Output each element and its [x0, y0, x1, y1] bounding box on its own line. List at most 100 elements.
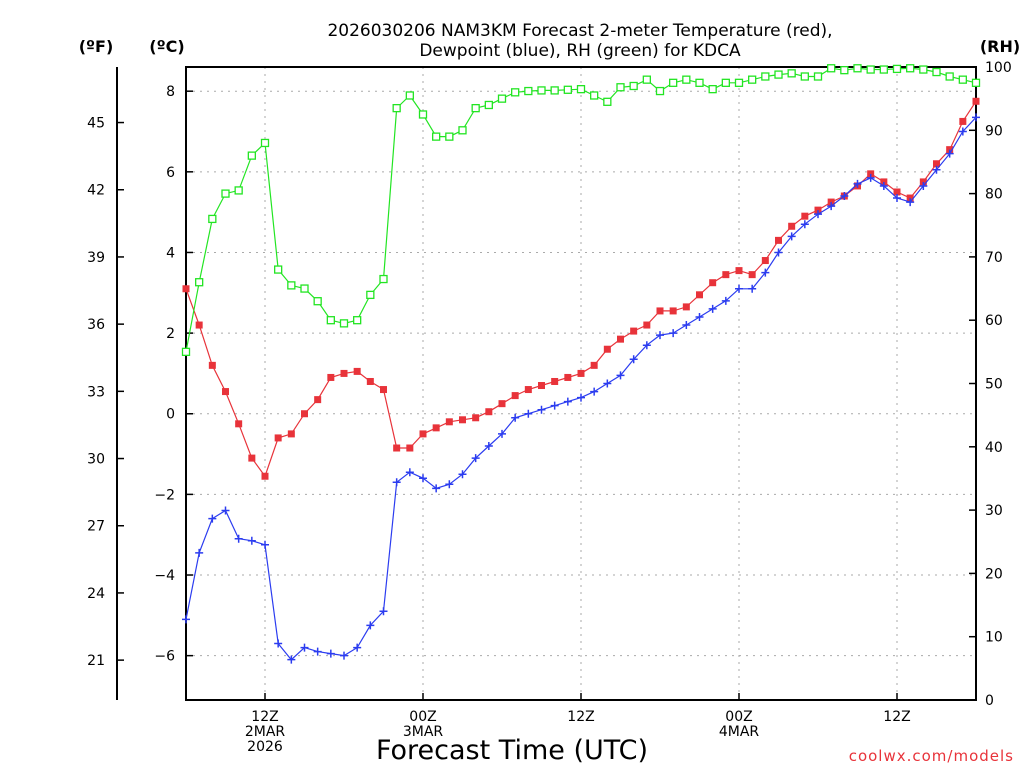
dewpoint-point — [669, 329, 678, 338]
rh-point — [840, 66, 849, 75]
fahrenheit-tick-label: 21 — [87, 653, 105, 669]
dewpoint-point — [313, 647, 322, 656]
rh-point — [616, 83, 625, 92]
dewpoint-point — [524, 409, 533, 418]
temperature-point — [208, 361, 216, 369]
dewpoint-point — [300, 643, 309, 652]
fahrenheit-tick-label: 39 — [87, 250, 105, 266]
temperature-point — [827, 198, 835, 206]
dewpoint-point — [787, 232, 796, 241]
dewpoint-point — [537, 405, 546, 414]
temperature-point — [380, 386, 387, 394]
fahrenheit-unit-label: (ºF) — [79, 37, 114, 56]
temperature-point — [669, 307, 677, 315]
dewpoint-point — [379, 607, 388, 616]
rh-point — [418, 110, 428, 119]
temperature-point — [366, 377, 374, 385]
rh-point — [339, 319, 349, 328]
rh-point — [497, 94, 507, 103]
time-tick-label: 00Z — [409, 709, 436, 725]
rh-tick-label: 50 — [985, 377, 1003, 393]
dewpoint-point — [550, 401, 559, 410]
temperature-point — [801, 212, 809, 220]
dewpoint-point — [326, 649, 335, 658]
rh-point — [511, 88, 520, 97]
celsius-tick-label: −6 — [154, 649, 175, 665]
rh-point — [445, 132, 454, 141]
dewpoint-point — [247, 536, 256, 545]
rh-point — [721, 78, 730, 87]
temperature-point — [551, 377, 559, 385]
rh-point — [655, 86, 665, 96]
temperature-point — [933, 160, 940, 168]
rh-point — [524, 86, 533, 96]
temperature-point — [722, 271, 730, 279]
time-tick-label: 3MAR — [403, 724, 444, 740]
temperature-point — [867, 170, 875, 178]
dewpoint-point — [511, 413, 520, 422]
dewpoint-point — [577, 393, 585, 402]
dewpoint-point — [721, 296, 730, 305]
fahrenheit-tick-label: 45 — [87, 116, 105, 132]
dewpoint-point — [392, 478, 401, 487]
rh-point — [669, 78, 678, 87]
time-tick-label: 00Z — [725, 709, 752, 725]
dewpoint-point — [708, 304, 717, 313]
rh-point — [919, 65, 928, 74]
rh-point — [879, 65, 888, 74]
rh-point — [813, 72, 823, 81]
celsius-tick-label: −4 — [154, 568, 175, 584]
temperature-point — [248, 454, 256, 462]
rh-point — [181, 347, 191, 357]
rh-tick-label: 40 — [985, 440, 1003, 456]
rh-point — [761, 72, 770, 81]
rh-point — [392, 103, 401, 113]
celsius-tick-label: 0 — [166, 407, 175, 423]
temperature-point — [472, 414, 480, 422]
temperature-point — [709, 279, 717, 287]
rh-point — [971, 78, 981, 87]
dewpoint-point — [919, 181, 928, 190]
dewpoint-point — [471, 454, 480, 463]
dewpoint-point — [590, 387, 599, 396]
rh-point — [827, 64, 836, 73]
temperature-point — [906, 194, 914, 202]
rh-point — [629, 81, 638, 91]
rh-point — [906, 64, 915, 73]
rh-point — [208, 214, 217, 224]
temperature-point — [972, 97, 980, 105]
temperature-point — [432, 424, 440, 432]
fahrenheit-tick-label: 42 — [87, 183, 105, 199]
temperature-point — [406, 444, 414, 452]
rh-point — [590, 91, 599, 100]
chart-title-line-2: Dewpoint (blue), RH (green) for KDCA — [419, 41, 741, 61]
dewpoint-point — [866, 173, 875, 182]
celsius-tick-label: 8 — [166, 84, 175, 100]
rh-point — [300, 284, 309, 293]
dewpoint-point — [234, 534, 243, 543]
fahrenheit-tick-label: 36 — [87, 317, 105, 333]
rh-point — [313, 297, 322, 306]
temperature-point — [235, 420, 243, 428]
temperature-point — [564, 373, 572, 381]
celsius-tick-label: −2 — [154, 487, 175, 503]
rh-tick-label: 10 — [985, 630, 1003, 646]
rh-point — [748, 75, 757, 84]
rh-point — [682, 75, 691, 84]
dewpoint-point — [774, 248, 783, 257]
dewpoint-point — [827, 202, 836, 211]
rh-unit-label: (RH) — [980, 37, 1020, 56]
dewpoint-point — [563, 397, 572, 406]
dewpoint-point — [932, 165, 941, 174]
rh-point — [576, 85, 586, 94]
rh-point — [958, 75, 967, 84]
rh-tick-label: 80 — [985, 187, 1003, 203]
rh-point — [195, 278, 204, 287]
celsius-tick-label: 2 — [166, 326, 175, 342]
rh-point — [853, 64, 862, 73]
dewpoint-point — [195, 548, 204, 557]
rh-point — [945, 72, 954, 81]
rh-tick-label: 30 — [985, 503, 1003, 519]
dewpoint-point — [972, 113, 980, 122]
dewpoint-point — [498, 429, 506, 438]
